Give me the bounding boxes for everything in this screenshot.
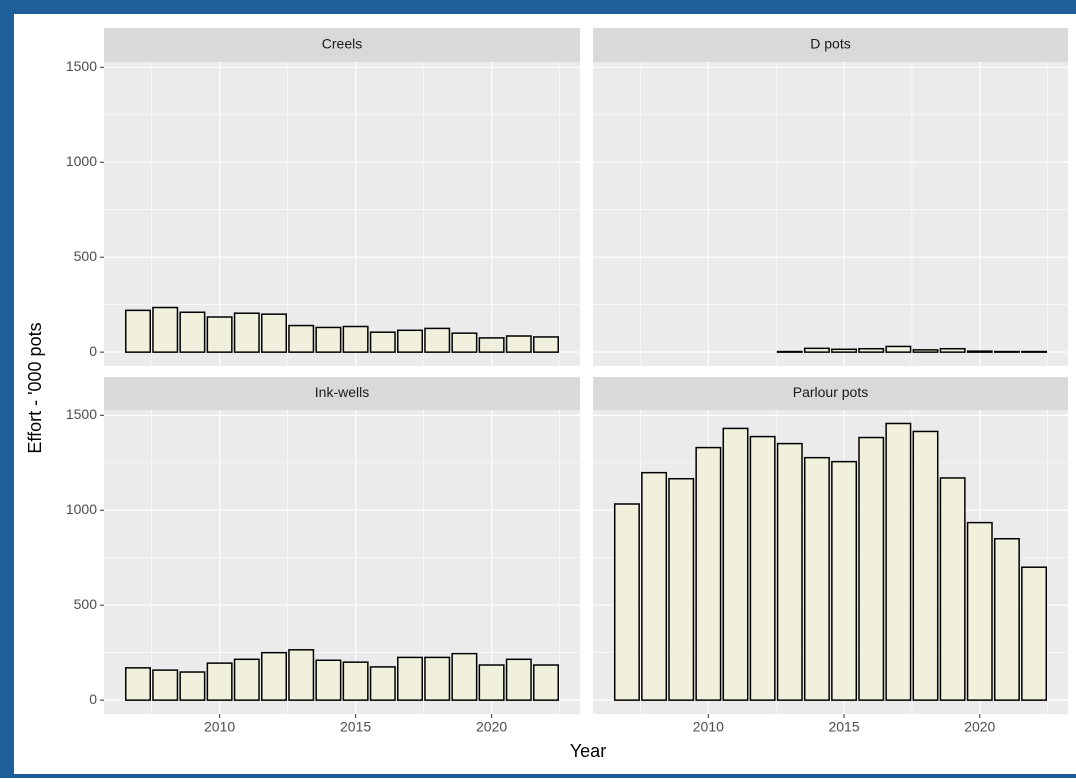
y-tick-label: 1500 xyxy=(66,58,97,74)
bar xyxy=(179,311,206,353)
bar xyxy=(749,435,776,701)
bar xyxy=(885,345,912,353)
x-tick-label: 2015 xyxy=(340,719,371,735)
bar xyxy=(993,537,1020,701)
frame-top xyxy=(0,0,1076,14)
y-tick-label: 1500 xyxy=(66,406,97,422)
bar xyxy=(668,477,695,701)
x-tick-label: 2010 xyxy=(693,719,724,735)
bar xyxy=(912,430,939,701)
bar xyxy=(125,309,151,353)
y-tick-label: 0 xyxy=(89,691,97,707)
strip xyxy=(104,28,580,62)
y-tick-label: 0 xyxy=(89,343,97,359)
bar xyxy=(233,658,260,701)
x-tick-label: 2010 xyxy=(204,719,235,735)
panel-bg xyxy=(593,62,1068,366)
panel-bg xyxy=(104,410,580,714)
bar xyxy=(261,313,287,353)
y-tick-label: 1000 xyxy=(66,153,97,169)
x-tick-label: 2020 xyxy=(476,719,507,735)
bar xyxy=(695,446,722,701)
bar xyxy=(505,658,532,701)
bar xyxy=(315,326,342,353)
bar xyxy=(451,332,478,353)
bar xyxy=(179,671,206,701)
x-tick-label: 2015 xyxy=(828,719,859,735)
bar xyxy=(533,664,559,701)
bar xyxy=(315,659,342,701)
bar xyxy=(233,312,260,353)
bar xyxy=(505,335,532,353)
strip xyxy=(104,377,580,410)
y-tick-label: 500 xyxy=(74,596,98,612)
bar xyxy=(858,347,885,353)
bar xyxy=(397,329,423,353)
bar xyxy=(342,661,369,701)
bar xyxy=(125,667,151,701)
x-axis-title: Year xyxy=(570,741,606,761)
bar xyxy=(288,649,315,701)
bar xyxy=(478,337,505,353)
panel-title: D pots xyxy=(810,36,850,52)
frame-left xyxy=(0,0,14,778)
bar xyxy=(369,331,396,353)
bar xyxy=(451,652,478,701)
bar xyxy=(152,669,179,701)
bar xyxy=(424,327,451,353)
strip xyxy=(593,377,1068,410)
bar xyxy=(533,336,559,353)
bar xyxy=(722,427,749,701)
bar xyxy=(478,664,505,701)
y-axis-title: Effort - '000 pots xyxy=(25,322,45,453)
bar xyxy=(831,460,858,701)
bar xyxy=(776,442,803,701)
panel-title: Creels xyxy=(322,36,362,52)
bar xyxy=(993,350,1020,353)
bar xyxy=(424,656,451,701)
bar xyxy=(1021,566,1048,701)
bar xyxy=(397,656,423,701)
bar xyxy=(776,350,803,353)
bar xyxy=(966,350,993,353)
bar xyxy=(803,347,830,353)
strip xyxy=(593,28,1068,62)
bar xyxy=(261,651,287,701)
bar xyxy=(885,422,912,701)
bar xyxy=(342,325,369,353)
bar xyxy=(912,349,939,353)
bar xyxy=(288,324,315,353)
bar xyxy=(369,666,396,701)
bar xyxy=(1021,350,1048,353)
y-tick-label: 1000 xyxy=(66,501,97,517)
frame-bottom xyxy=(0,774,1076,778)
bar xyxy=(858,436,885,701)
bar xyxy=(206,316,233,353)
x-tick-label: 2020 xyxy=(964,719,995,735)
panel-title: Ink-wells xyxy=(315,384,369,400)
bar xyxy=(152,306,179,353)
bar xyxy=(613,503,640,701)
bar xyxy=(803,456,830,701)
bar xyxy=(206,662,233,701)
bar xyxy=(966,521,993,701)
bar xyxy=(939,477,966,701)
bar xyxy=(831,348,858,353)
y-tick-label: 500 xyxy=(74,248,98,264)
bar xyxy=(939,347,966,353)
bar xyxy=(641,471,668,701)
panel-title: Parlour pots xyxy=(793,384,868,400)
